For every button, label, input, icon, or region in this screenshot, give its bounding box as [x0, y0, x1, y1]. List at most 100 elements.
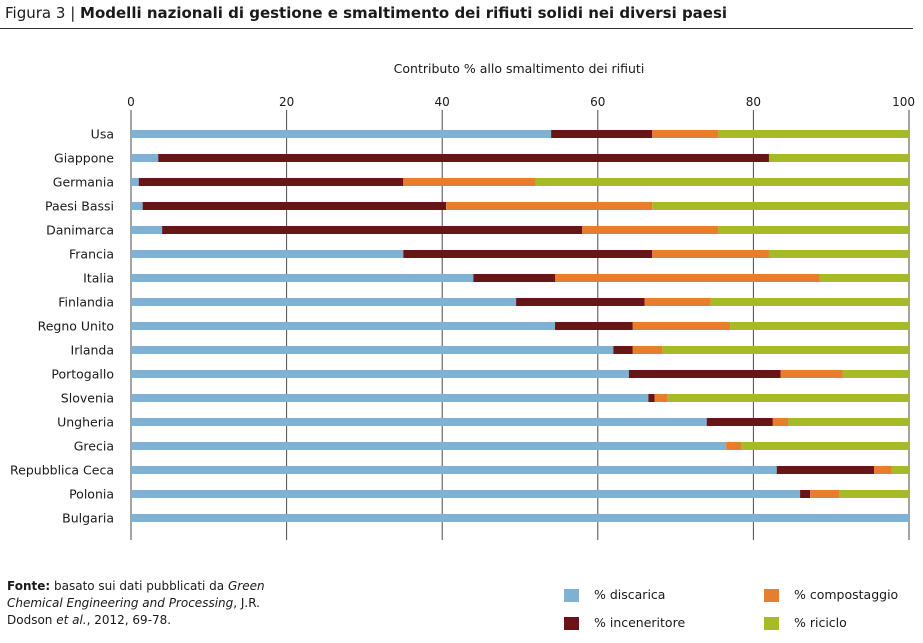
category-label: Polonia	[69, 487, 114, 502]
title-separator: |	[70, 4, 76, 22]
bar-segment	[142, 202, 447, 210]
bar-segment	[726, 442, 742, 450]
category-label: Paesi Bassi	[45, 199, 114, 214]
bar-segment	[131, 514, 909, 522]
bar-segment	[652, 250, 769, 258]
bar-segment	[628, 370, 781, 378]
bar-segment	[706, 418, 773, 426]
bar-segment	[718, 226, 909, 234]
category-label: Bulgaria	[62, 511, 114, 526]
category-label: Slovenia	[61, 391, 114, 406]
bar-segment	[652, 202, 909, 210]
x-axis-title: Contributo % allo smaltimento dei rifiut…	[394, 61, 645, 76]
bar-segment	[613, 346, 633, 354]
bar-segment	[131, 154, 159, 162]
bar-segment	[131, 442, 727, 450]
category-label: Irlanda	[71, 343, 114, 358]
bar-segment	[535, 178, 909, 186]
bar-segment	[131, 346, 614, 354]
bar-segment	[131, 394, 649, 402]
category-label: Germania	[53, 175, 114, 190]
bar-segment	[138, 178, 404, 186]
bar-segment	[768, 250, 909, 258]
legend-label: % riciclo	[794, 615, 847, 630]
bar-segment	[842, 370, 909, 378]
category-label: Grecia	[74, 439, 114, 454]
bar-segment	[772, 418, 789, 426]
bar-segment	[632, 346, 663, 354]
source-text-3: , 2012, 69-78.	[86, 613, 172, 627]
category-label: Ungheria	[57, 415, 114, 430]
bar-segment	[662, 346, 909, 354]
category-label: Francia	[69, 247, 114, 262]
category-label: Usa	[91, 127, 114, 142]
bar-segment	[800, 490, 811, 498]
bar-segment	[768, 154, 909, 162]
bar-segment	[473, 274, 556, 282]
bar-segment	[516, 298, 645, 306]
x-tick-label: 60	[590, 95, 605, 109]
bar-segment	[555, 274, 820, 282]
bar-segment	[819, 274, 909, 282]
bar-segment	[551, 130, 653, 138]
bar-segment	[776, 466, 874, 474]
bar-segment	[131, 298, 517, 306]
legend-swatch	[564, 617, 579, 630]
source-note: Fonte: basato sui dati pubblicati da Gre…	[7, 578, 307, 629]
bar-segment	[131, 226, 163, 234]
bar-segment	[403, 250, 653, 258]
bar-segment	[839, 490, 909, 498]
bar-segment	[741, 442, 909, 450]
bar-segment	[873, 466, 892, 474]
bar-segment	[810, 490, 840, 498]
bar-segment	[667, 394, 909, 402]
legend-swatch	[764, 617, 779, 630]
category-label: Regno Unito	[38, 319, 114, 334]
source-etal: et al.	[56, 613, 87, 627]
bar-segment	[131, 130, 552, 138]
chart-title: Modelli nazionali di gestione e smaltime…	[80, 4, 728, 22]
x-tick-label: 100	[892, 95, 915, 109]
category-label: Finlandia	[58, 295, 114, 310]
figure-header: Figura 3 | Modelli nazionali di gestione…	[5, 3, 913, 27]
source-label: Fonte:	[7, 579, 51, 593]
bar-segment	[131, 202, 143, 210]
bar-segment	[131, 322, 556, 330]
legend-label: % compostaggio	[794, 587, 899, 602]
bar-segment	[403, 178, 536, 186]
legend-swatch	[764, 589, 779, 602]
bar-segment	[446, 202, 653, 210]
category-label: Repubblica Ceca	[10, 463, 114, 478]
bar-segment	[582, 226, 719, 234]
legend-swatch	[564, 589, 579, 602]
bar-segment	[158, 154, 769, 162]
bar-segment	[788, 418, 909, 426]
bar-segment	[652, 130, 719, 138]
bar-segment	[131, 370, 629, 378]
source-text-1: basato sui dati pubblicati da	[50, 579, 228, 593]
bar-segment	[131, 418, 707, 426]
legend-label: % inceneritore	[594, 615, 686, 630]
bar-segment	[730, 322, 909, 330]
bar-segment	[162, 226, 583, 234]
category-label: Danimarca	[46, 223, 114, 238]
bar-segment	[891, 466, 909, 474]
source-journal: Green Chemical Engineering and Processin…	[7, 579, 265, 610]
bar-segment	[131, 490, 801, 498]
x-tick-label: 20	[279, 95, 294, 109]
bar-segment	[555, 322, 633, 330]
bar-segment	[131, 178, 139, 186]
category-label: Portogallo	[51, 367, 114, 382]
bar-segment	[131, 250, 404, 258]
bar-segment	[654, 394, 668, 402]
category-label: Italia	[83, 271, 114, 286]
bar-segment	[131, 274, 474, 282]
bar-segment	[710, 298, 909, 306]
bar-segment	[718, 130, 909, 138]
bar-segment	[648, 394, 655, 402]
figure-label: Figura 3	[5, 4, 66, 22]
x-tick-label: 0	[127, 95, 135, 109]
header-rule	[0, 28, 913, 29]
legend-label: % discarica	[594, 587, 666, 602]
